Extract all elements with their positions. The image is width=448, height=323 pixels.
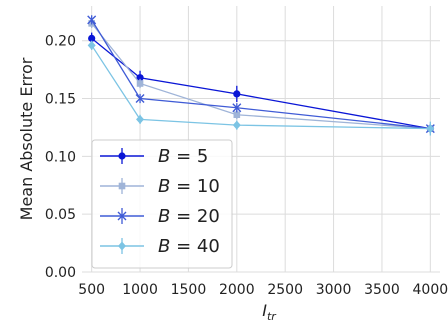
data-point xyxy=(232,103,242,113)
series-20 xyxy=(87,15,435,134)
data-point xyxy=(136,114,145,124)
data-point xyxy=(118,182,126,190)
data-point xyxy=(233,90,241,98)
x-tick-label: 2500 xyxy=(267,282,303,298)
legend-label: B = 20 xyxy=(158,206,220,227)
axes: 500 1000 1500 2000 2500 3000 3500 4000 0.00 0.05 0… xyxy=(17,34,448,323)
series-line xyxy=(91,22,431,130)
data-point xyxy=(232,120,241,130)
legend: B = 5 B = 10 B = 20 B = 40 xyxy=(91,139,233,269)
series-line xyxy=(91,19,431,130)
legend-label: B = 5 xyxy=(158,146,208,167)
data-point xyxy=(136,74,144,82)
data-point xyxy=(88,34,96,42)
data-point xyxy=(117,211,127,221)
data-point xyxy=(118,241,126,251)
x-tick-label: 500 xyxy=(78,282,105,298)
data-point xyxy=(118,152,126,160)
series-40 xyxy=(87,40,435,136)
x-tick-label: 3000 xyxy=(316,282,352,298)
y-tick-label: 0.00 xyxy=(45,265,76,281)
legend-entry: B = 10 xyxy=(100,176,220,197)
data-point xyxy=(87,40,96,50)
data-point xyxy=(136,80,144,87)
data-point xyxy=(426,124,435,134)
y-axis-label: Mean Absolute Error xyxy=(17,57,36,220)
legend-label: B = 40 xyxy=(158,236,220,257)
data-point xyxy=(135,94,145,104)
y-tick-label: 0.15 xyxy=(45,92,76,108)
plot-area xyxy=(87,15,435,136)
x-tick-label: 2000 xyxy=(219,282,255,298)
legend-entry: B = 20 xyxy=(100,206,220,227)
x-tick-label: 4000 xyxy=(413,282,448,298)
y-tick-label: 0.10 xyxy=(45,149,76,165)
x-tick-label: 1000 xyxy=(122,282,158,298)
legend-box xyxy=(91,139,233,269)
x-tick-label: 3500 xyxy=(364,282,400,298)
legend-entry: B = 5 xyxy=(100,146,208,167)
x-axis-label: Itr xyxy=(262,301,277,323)
x-tick-label: 1500 xyxy=(171,282,207,298)
legend-label: B = 10 xyxy=(158,176,220,197)
legend-entry: B = 40 xyxy=(100,236,220,257)
data-point xyxy=(87,15,97,25)
y-tick-label: 0.20 xyxy=(45,34,76,50)
data-point xyxy=(233,111,241,119)
y-tick-label: 0.05 xyxy=(45,207,76,223)
series-line xyxy=(91,44,431,130)
